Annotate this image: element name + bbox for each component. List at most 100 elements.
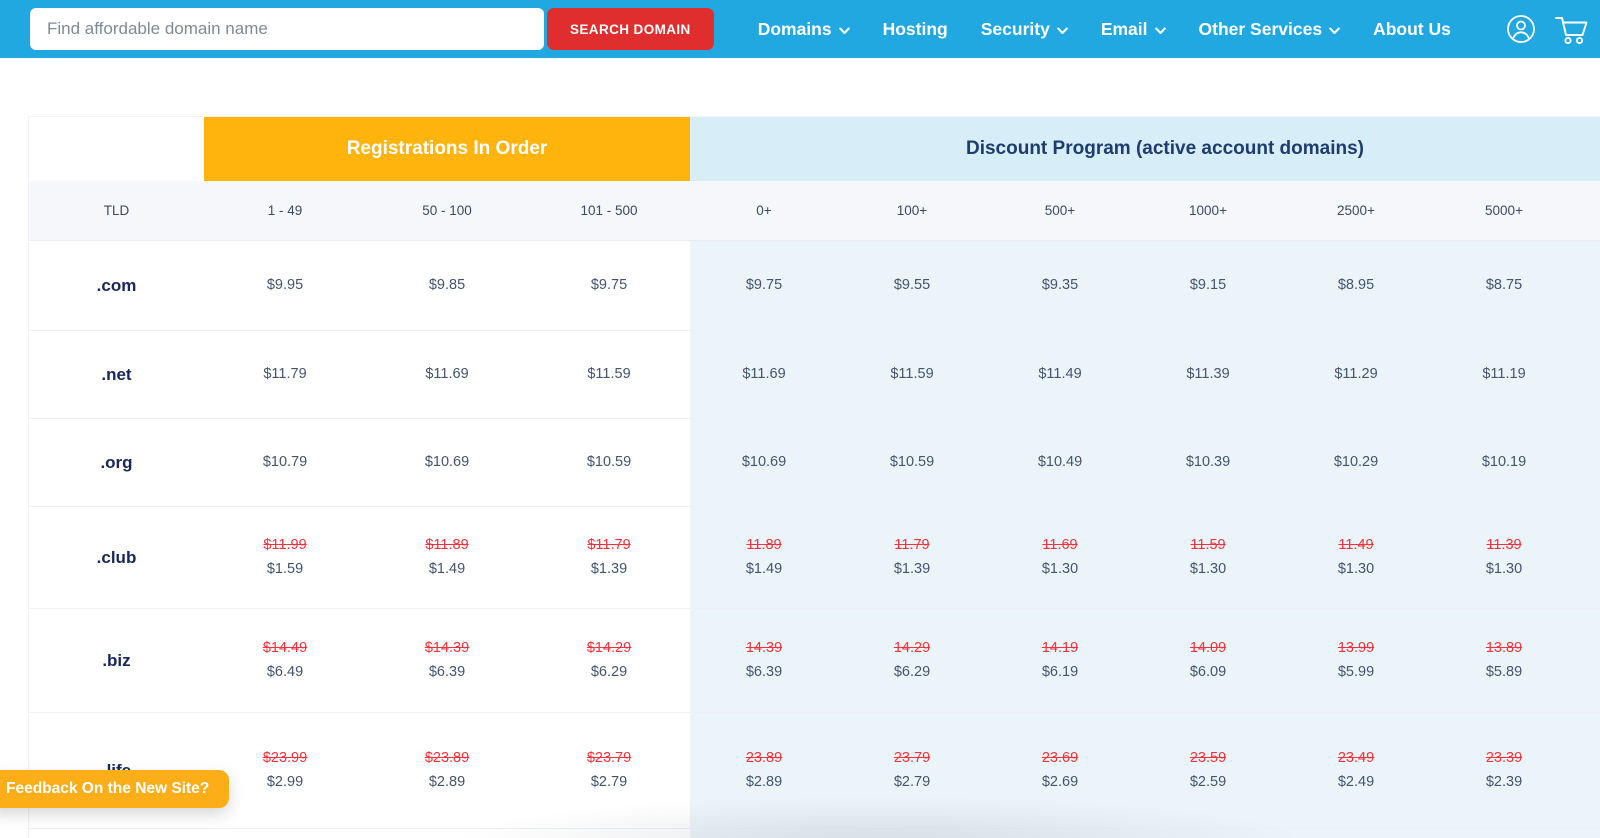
old-price: $11.79	[587, 537, 631, 554]
current-price: $9.75	[590, 276, 628, 293]
nav-item-about-us[interactable]: About Us	[1373, 19, 1451, 40]
current-price: $1.30	[1189, 560, 1227, 577]
old-price: 23.39	[1485, 750, 1523, 767]
account-icon[interactable]	[1506, 14, 1536, 49]
current-price: $1.39	[590, 560, 628, 577]
row-filler	[1578, 331, 1600, 418]
column-header-row: TLD 1 - 49 50 - 100 101 - 500 0+ 100+ 500+ 1000…	[29, 181, 1600, 241]
nav-item-security[interactable]: Security	[981, 19, 1068, 40]
current-price: $9.55	[893, 276, 931, 293]
pricing-table: Registrations In Order Discount Program …	[28, 116, 1600, 838]
old-price: 23.69	[1041, 750, 1079, 767]
old-price: 11.69	[1042, 537, 1078, 554]
price-cell: $10.59	[838, 419, 986, 506]
price-cell: 11.59 $1.30	[1134, 507, 1282, 608]
current-price: $11.29	[1334, 365, 1378, 382]
table-row-org: .org $10.79 $10.69 $10.59 $10.69 $10.59 $10.49…	[29, 419, 1600, 507]
price-cell: $11.79 $1.39	[528, 507, 690, 608]
chevron-down-icon	[838, 27, 850, 35]
feedback-button[interactable]: Feedback On the New Site?	[0, 770, 230, 808]
table-row-partial	[29, 829, 1600, 838]
nav-item-label: About Us	[1373, 18, 1451, 39]
cart-icon[interactable]	[1553, 14, 1600, 51]
current-price: $2.89	[428, 773, 466, 790]
search-domain-button[interactable]: SEARCH DOMAIN	[547, 8, 714, 50]
price-cell: $11.39	[1134, 331, 1282, 418]
table-row-life: .life$23.99$2.99$23.89$2.89$23.79$2.7923…	[29, 713, 1600, 829]
current-price: $2.39	[1485, 773, 1523, 790]
table-row-club: .club $11.99 $1.59 $11.89 $1.49 $11.79 $1.39 11…	[29, 507, 1600, 609]
current-price: $9.35	[1041, 276, 1079, 293]
current-price: $9.85	[428, 276, 466, 293]
price-cell: $10.69	[690, 419, 838, 506]
price-cell: $9.75	[528, 241, 690, 330]
chevron-down-icon	[1057, 27, 1068, 35]
current-price: $2.89	[745, 773, 783, 790]
price-cell: $23.89 $2.89	[366, 713, 528, 828]
current-price: $1.39	[893, 560, 931, 577]
price-cell: $10.49	[986, 419, 1134, 506]
price-cell: $8.95	[1282, 241, 1430, 330]
nav-item-email[interactable]: Email	[1101, 19, 1166, 40]
row-filler	[1578, 609, 1600, 712]
column-header: TLD	[103, 203, 130, 218]
old-price: $23.89	[424, 750, 470, 767]
search-input[interactable]	[30, 8, 544, 50]
price-cell: $9.55	[838, 241, 986, 330]
old-price: $23.99	[262, 750, 308, 767]
current-price: $2.69	[1041, 773, 1079, 790]
price-cell: 14.09 $6.09	[1134, 609, 1282, 712]
nav-item-label: Email	[1100, 18, 1148, 39]
current-price: $11.19	[1482, 365, 1526, 382]
old-price: 11.49	[1338, 537, 1374, 554]
price-cell: $11.79	[204, 331, 366, 418]
price-cell: 23.69 $2.69	[986, 713, 1134, 828]
nav-item-domains[interactable]: Domains	[758, 19, 850, 40]
old-price: 13.89	[1485, 640, 1523, 657]
main-nav: Domains Hosting Security Email Other Service…	[758, 19, 1451, 40]
current-price: $1.30	[1041, 560, 1079, 577]
price-cell: $9.85	[366, 241, 528, 330]
nav-item-other-services[interactable]: Other Services	[1199, 19, 1341, 40]
tld-cell: .com	[96, 275, 137, 295]
current-price: $1.49	[428, 560, 466, 577]
column-header: 1000+	[1189, 203, 1227, 218]
price-cell: 13.89 $5.89	[1430, 609, 1578, 712]
price-cell: $8.75	[1430, 241, 1578, 330]
price-cell: 23.39 $2.39	[1430, 713, 1578, 828]
column-header: 2500+	[1337, 203, 1375, 218]
price-cell: $23.99 $2.99	[204, 713, 366, 828]
column-header: 101 - 500	[580, 203, 638, 218]
old-price: $11.89	[425, 537, 469, 554]
nav-item-label: Security	[980, 18, 1050, 39]
table-row-com: .com $9.95 $9.85 $9.75 $9.75 $9.55 $9.35 $9.15 $…	[29, 241, 1600, 331]
price-cell: 23.59 $2.59	[1134, 713, 1282, 828]
price-cell: $11.99 $1.59	[204, 507, 366, 608]
current-price: $11.69	[742, 365, 786, 382]
registrations-group-header: Registrations In Order	[204, 117, 690, 181]
price-cell: 11.89 $1.49	[690, 507, 838, 608]
current-price: $1.30	[1485, 560, 1523, 577]
current-price: $8.95	[1337, 276, 1375, 293]
current-price: $11.59	[587, 365, 631, 382]
current-price: $2.79	[590, 773, 628, 790]
price-cell: 14.29 $6.29	[838, 609, 986, 712]
price-cell: $11.69	[690, 331, 838, 418]
price-cell: $9.15	[1134, 241, 1282, 330]
nav-item-hosting[interactable]: Hosting	[883, 19, 948, 40]
current-price: $5.99	[1337, 663, 1375, 680]
old-price: 11.59	[1190, 537, 1226, 554]
current-price: $9.15	[1189, 276, 1227, 293]
price-cell: $11.49	[986, 331, 1134, 418]
current-price: $10.79	[262, 453, 308, 470]
current-price: $9.75	[745, 276, 783, 293]
row-filler	[1578, 241, 1600, 330]
column-header: 100+	[896, 203, 928, 218]
current-price: $8.75	[1485, 276, 1523, 293]
tld-cell: .net	[101, 364, 132, 384]
current-price: $10.29	[1333, 453, 1379, 470]
current-price: $6.49	[266, 663, 304, 680]
old-price: 14.19	[1041, 640, 1079, 657]
old-price: 14.29	[893, 640, 931, 657]
price-cell: $10.19	[1430, 419, 1578, 506]
